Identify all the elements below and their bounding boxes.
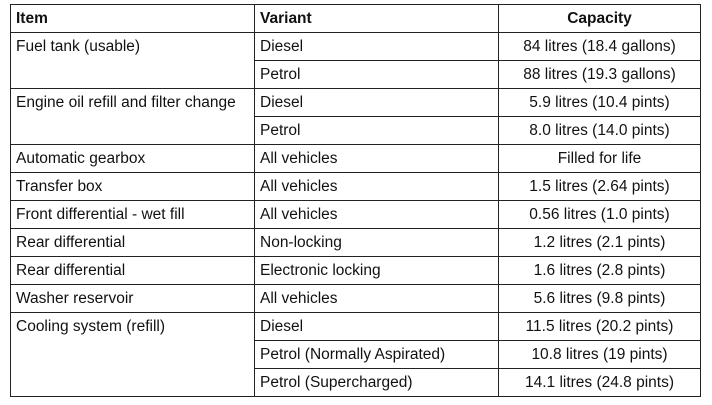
capacity-cell: 84 litres (18.4 gallons) [498,32,701,61]
item-cell: Fuel tank (usable) [10,32,255,89]
table-row: Petrol (Supercharged) 14.1 litres (24.8 p… [11,368,701,397]
table-row: Washer reservoir All vehicles 5.6 litres (… [10,284,701,313]
variant-cell: Non-locking [254,228,499,257]
table-row: Automatic gearbox All vehicles Filled for … [10,144,701,173]
item-cell: Cooling system (refill) [10,312,255,397]
capacity-cell: 5.6 litres (9.8 pints) [498,284,701,313]
table-row: Petrol 88 litres (19.3 gallons) [11,60,701,89]
table-body: Fuel tank (usable) Diesel 84 litres (18.4 … [10,32,701,397]
capacities-table: Item Variant Capacity Fuel tank (usable)… [10,4,701,397]
item-cell: Transfer box [10,172,255,201]
variant-cell: Electronic locking [254,256,499,285]
table-row: Fuel tank (usable) Diesel 84 litres (18.4 … [10,32,701,89]
variant-cell: Petrol [254,60,499,89]
variant-cell: Petrol (Normally Aspirated) [254,340,499,369]
capacity-cell: 1.6 litres (2.8 pints) [498,256,701,285]
table-row: Rear differential Non-locking 1.2 litres (… [10,228,701,257]
capacity-cell: 0.56 litres (1.0 pints) [498,200,701,229]
variant-cell: All vehicles [254,200,499,229]
table-row: Cooling system (refill) Diesel 11.5 litres… [10,312,701,397]
column-header-variant: Variant [254,4,499,33]
capacity-cell: 14.1 litres (24.8 pints) [498,368,701,397]
variant-cell: Petrol (Supercharged) [254,368,499,397]
variant-cell: All vehicles [254,172,499,201]
variant-cell: All vehicles [254,144,499,173]
item-cell: Front differential - wet fill [10,200,255,229]
variant-cell: Diesel [254,32,499,61]
capacity-cell: 5.9 litres (10.4 pints) [498,88,701,117]
table-row: Petrol 8.0 litres (14.0 pints) [11,116,701,145]
capacity-cell: 1.2 litres (2.1 pints) [498,228,701,257]
variant-cell: Diesel [254,312,499,341]
capacity-cell: 11.5 litres (20.2 pints) [498,312,701,341]
table-row: Petrol (Normally Aspirated) 10.8 litres (… [11,340,701,369]
item-cell: Washer reservoir [10,284,255,313]
header-row: Item Variant Capacity [10,4,701,33]
item-cell: Rear differential [10,256,255,285]
capacity-cell: 10.8 litres (19 pints) [498,340,701,369]
item-cell: Engine oil refill and filter change [10,88,255,145]
capacity-cell: 88 litres (19.3 gallons) [498,60,701,89]
table-row: Engine oil refill and filter change Diese… [10,88,701,145]
capacity-cell: Filled for life [498,144,701,173]
column-header-capacity: Capacity [498,4,701,33]
variant-cell: Diesel [254,88,499,117]
capacity-cell: 8.0 litres (14.0 pints) [498,116,701,145]
item-cell: Automatic gearbox [10,144,255,173]
column-header-item: Item [10,4,255,33]
variant-cell: All vehicles [254,284,499,313]
table-row: Front differential - wet fill All vehicle… [10,200,701,229]
capacity-cell: 1.5 litres (2.64 pints) [498,172,701,201]
item-cell: Rear differential [10,228,255,257]
table-row: Rear differential Electronic locking 1.6 l… [10,256,701,285]
variant-cell: Petrol [254,116,499,145]
table-row: Transfer box All vehicles 1.5 litres (2.64… [10,172,701,201]
